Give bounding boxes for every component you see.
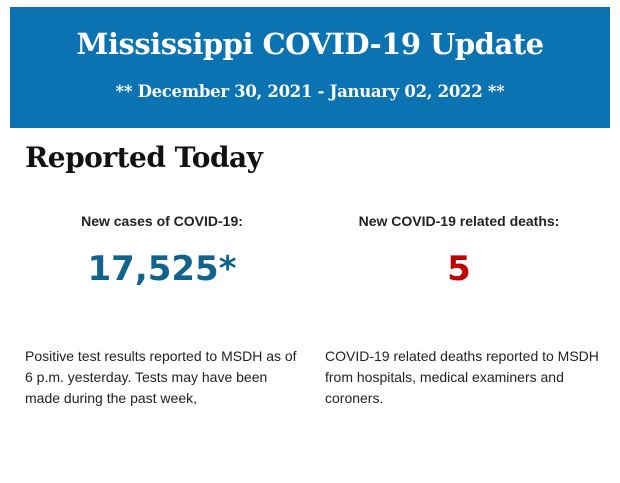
page-title: Mississippi COVID-19 Update: [76, 27, 544, 61]
cases-description: Positive test results reported to MSDH a…: [25, 348, 297, 406]
cases-label: New cases of COVID-19:: [81, 213, 243, 229]
deaths-description: COVID-19 related deaths reported to MSDH…: [325, 348, 599, 406]
deaths-label: New COVID-19 related deaths:: [358, 213, 560, 229]
date-range: ** December 30, 2021 - January 02, 2022 …: [115, 82, 505, 101]
section-title: Reported Today: [25, 141, 263, 174]
cases-stat: New cases of COVID-19: 17,525*: [22, 213, 302, 289]
header-banner: Mississippi COVID-19 Update ** December …: [10, 7, 610, 128]
deaths-stat: New COVID-19 related deaths: 5: [319, 213, 599, 289]
cases-value: 17,525*: [87, 249, 237, 289]
deaths-value: 5: [447, 249, 471, 289]
